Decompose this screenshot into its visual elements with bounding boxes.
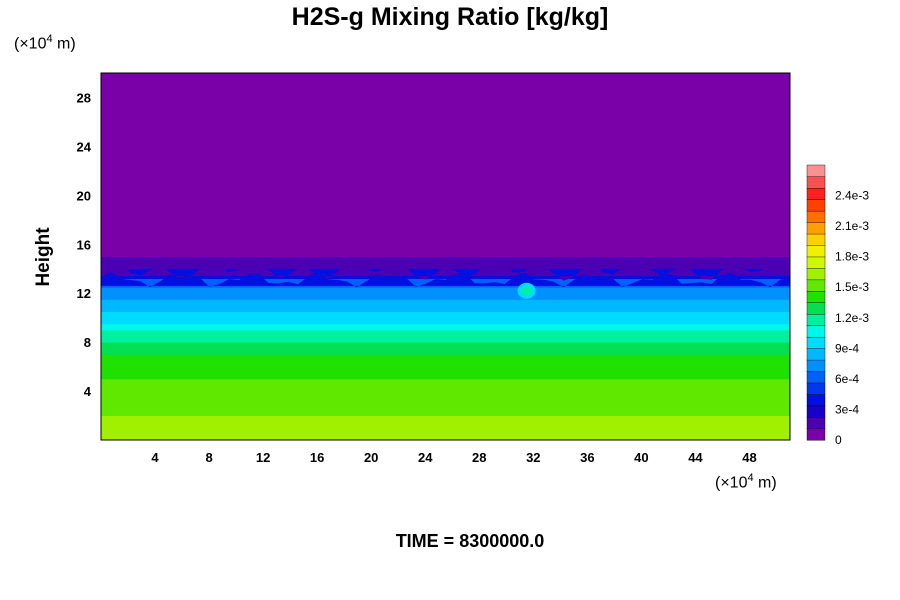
colorbar-cell [806,428,826,441]
y-axis-unit: (×104 m) [14,33,76,53]
heatmap-band [101,415,790,429]
heatmap-band [101,73,790,257]
colorbar-cell [806,233,826,246]
colorbar-cell [806,393,826,407]
x-tick-label: 32 [526,450,540,465]
x-tick-label: 40 [634,450,648,465]
colorbar-cell [806,245,826,258]
heatmap-band [101,391,790,417]
y-tick-label: 20 [77,188,91,203]
colorbar-tick-label: 9e-4 [835,341,859,355]
colorbar-cell [806,164,826,177]
heatmap-bands [101,73,790,441]
colorbar-cell [806,187,826,200]
heatmap-band [101,366,790,380]
colorbar-cell [806,382,826,395]
colorbar-tick-label: 3e-4 [835,402,859,416]
colorbar-cell [806,325,826,338]
x-tick-label: 44 [688,450,703,465]
heatmap-band [101,311,790,319]
y-tick-label: 4 [84,384,92,399]
colorbar-cell [806,176,826,189]
heatmap-band [101,299,790,313]
colorbar-tick-label: 2.4e-3 [835,189,869,203]
x-tick-label: 24 [418,450,433,465]
heatmap-band [101,256,790,270]
y-tick-label: 12 [77,286,91,301]
x-tick-label: 8 [205,450,212,465]
colorbar-cell [806,359,826,372]
colorbar-tick-label: 1.5e-3 [835,280,869,294]
colorbar-cell [806,199,826,212]
colorbar-cell [806,302,826,315]
colorbar-cell [806,348,826,361]
chart-title: H2S-g Mixing Ratio [kg/kg] [291,3,609,31]
heatmap-band [101,317,790,325]
colorbar-cell [806,371,826,384]
heatmap-band [101,329,790,343]
heatmap-band [101,287,790,300]
colorbar-cell [806,416,826,430]
x-tick-label: 48 [742,450,756,465]
plot-frame [100,72,791,441]
colorbar-cell [806,279,826,292]
heatmap-band [101,354,790,368]
x-tick-label: 12 [256,450,270,465]
x-tick-label: 4 [151,450,159,465]
colorbar-cell [806,256,826,269]
y-axis-label: Height [33,227,54,287]
heatmap-feature [521,286,532,295]
x-tick-label: 20 [364,450,378,465]
heatmap-band [101,427,790,441]
turbulent-edge [101,272,790,288]
colorbar-cell [806,405,826,418]
heatmap-band [101,342,790,355]
x-tick-label: 36 [580,450,594,465]
colorbar-cell [806,210,826,223]
y-tick-label: 28 [77,90,91,105]
colorbar-cell [806,267,826,281]
y-tick-label: 24 [77,139,92,154]
colorbar-cell [806,290,826,303]
colorbar-tick-label: 2.1e-3 [835,219,869,233]
colorbar-tick-label: 1.2e-3 [835,311,869,325]
x-tick-label: 16 [310,450,324,465]
colorbar-tick-label: 6e-4 [835,372,859,386]
time-label: TIME = 8300000.0 [395,531,545,551]
colorbar-tick-label: 1.8e-3 [835,250,869,264]
colorbar-cell [806,336,826,349]
colorbar-cell [806,313,826,326]
colorbar-cell [806,222,826,235]
heatmap-band [101,378,790,392]
turbulent-edge [101,254,790,281]
x-axis-unit: (×104 m) [715,472,777,492]
colorbar [806,164,826,441]
colorbar-tick-label: 0 [835,433,842,447]
heatmap-band [101,323,790,331]
x-tick-label: 28 [472,450,486,465]
y-tick-label: 16 [77,237,91,252]
y-tick-label: 8 [84,335,91,350]
